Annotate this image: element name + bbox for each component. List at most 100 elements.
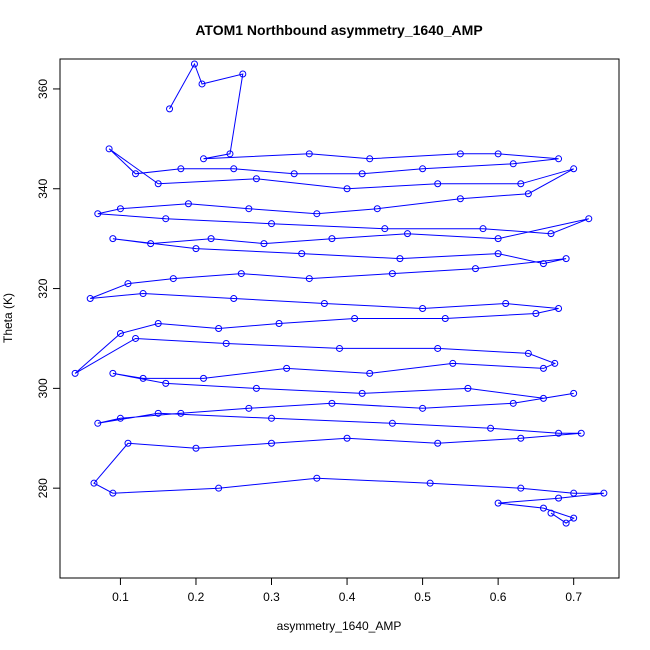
data-point [494, 150, 502, 158]
data-point [305, 275, 313, 283]
data-point [116, 329, 124, 337]
data-point [86, 295, 94, 303]
data-point [230, 295, 238, 303]
data-point [198, 80, 206, 88]
data-point [570, 165, 578, 173]
data-point [313, 474, 321, 482]
data-point [283, 364, 291, 372]
data-point [419, 404, 427, 412]
data-point [502, 300, 510, 308]
y-tick-label: 340 [36, 178, 50, 198]
data-point [109, 489, 117, 497]
data-point [494, 250, 502, 258]
data-point [298, 250, 306, 258]
data-point [562, 519, 570, 527]
data-point [524, 190, 532, 198]
data-point [154, 180, 162, 188]
data-point [200, 155, 208, 163]
data-point [90, 479, 98, 487]
data-point [600, 489, 608, 497]
data-point [162, 215, 170, 223]
data-point [517, 484, 525, 492]
data-point [494, 235, 502, 243]
data-point [124, 439, 132, 447]
data-point [570, 489, 578, 497]
data-point [464, 384, 472, 392]
data-point [124, 280, 132, 288]
chart-title: ATOM1 Northbound asymmetry_1640_AMP [195, 22, 482, 38]
data-point [192, 245, 200, 253]
data-point [336, 344, 343, 352]
data-point [94, 210, 102, 218]
data-point [139, 374, 147, 382]
data-point [517, 434, 525, 442]
data-point [366, 155, 374, 163]
data-point [230, 165, 238, 173]
data-point [290, 170, 298, 178]
data-point [403, 230, 411, 238]
data-point [487, 424, 495, 432]
data-point [177, 165, 185, 173]
x-tick-label: 0.2 [188, 590, 205, 604]
data-point [132, 334, 140, 342]
data-point [456, 150, 464, 158]
data-point [166, 105, 174, 113]
data-point [215, 484, 223, 492]
data-point [252, 175, 260, 183]
data-point [585, 215, 593, 223]
data-point [162, 379, 170, 387]
data-point [139, 290, 147, 298]
data-point [358, 389, 366, 397]
data-point [94, 419, 102, 427]
data-point [328, 399, 336, 407]
data-point [381, 225, 389, 233]
data-point [366, 369, 374, 377]
data-point [562, 255, 570, 263]
data-point [532, 310, 540, 318]
data-point [207, 235, 215, 243]
data-point [479, 225, 487, 233]
data-point [154, 409, 162, 417]
data-point [245, 205, 253, 213]
data-point [555, 429, 563, 437]
data-point [577, 429, 585, 437]
data-point [328, 235, 336, 243]
data-point [105, 145, 113, 153]
data-point [434, 439, 442, 447]
data-point [192, 444, 200, 452]
data-point [343, 434, 351, 442]
data-point [434, 180, 442, 188]
data-point [237, 270, 245, 278]
data-point [109, 369, 117, 377]
y-tick-label: 300 [36, 378, 50, 398]
data-point [539, 364, 547, 372]
data-point [268, 220, 276, 228]
data-point [260, 240, 268, 248]
y-tick-label: 320 [36, 278, 50, 298]
x-tick-label: 0.5 [414, 590, 431, 604]
data-point [351, 315, 359, 322]
x-axis-label: asymmetry_1640_AMP [277, 619, 402, 633]
x-tick-label: 0.7 [565, 590, 582, 604]
data-point [388, 419, 396, 427]
data-point [268, 439, 276, 447]
data-point [426, 479, 434, 487]
data-point [109, 235, 117, 243]
data-point [222, 339, 230, 347]
data-point [116, 205, 124, 213]
data-point [177, 409, 185, 417]
data-point [373, 205, 381, 213]
data-point [509, 399, 517, 407]
data-point [471, 265, 479, 273]
x-axis: 0.1 0.2 0.3 0.4 0.5 0.6 0.7 [112, 577, 582, 604]
data-point [547, 509, 555, 517]
data-point [215, 324, 223, 332]
data-point [555, 494, 563, 502]
x-tick-label: 0.6 [490, 590, 507, 604]
data-point [456, 195, 464, 203]
x-tick-label: 0.4 [339, 590, 356, 604]
data-point [358, 170, 366, 178]
data-point [555, 305, 563, 313]
x-tick-label: 0.3 [263, 590, 280, 604]
